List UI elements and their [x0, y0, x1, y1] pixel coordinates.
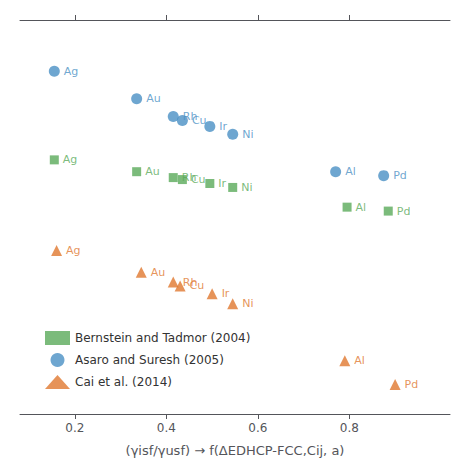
svg-text:Pd: Pd: [397, 205, 411, 218]
svg-text:Al: Al: [345, 165, 356, 178]
svg-text:Ni: Ni: [242, 297, 253, 310]
svg-text:Ir: Ir: [222, 287, 230, 300]
svg-text:0.6: 0.6: [248, 421, 267, 435]
svg-text:Pd: Pd: [393, 169, 407, 182]
svg-text:Pd: Pd: [405, 378, 419, 391]
svg-text:Cu: Cu: [191, 173, 206, 186]
svg-text:Ni: Ni: [241, 181, 252, 194]
svg-text:Cu: Cu: [192, 114, 207, 127]
svg-text:Cu: Cu: [190, 279, 205, 292]
svg-text:Ag: Ag: [66, 244, 81, 257]
svg-text:0.4: 0.4: [157, 421, 176, 435]
svg-text:0.8: 0.8: [340, 421, 359, 435]
svg-text:Bernstein and Tadmor (2004): Bernstein and Tadmor (2004): [75, 331, 250, 345]
svg-text:Asaro and Suresh (2005): Asaro and Suresh (2005): [75, 353, 224, 367]
svg-text:Ir: Ir: [219, 120, 227, 133]
svg-text:Au: Au: [145, 165, 160, 178]
svg-text:Au: Au: [146, 92, 161, 105]
svg-text:Al: Al: [356, 201, 367, 214]
svg-text:Ag: Ag: [64, 65, 79, 78]
svg-text:0.2: 0.2: [65, 421, 84, 435]
svg-text:Au: Au: [151, 266, 166, 279]
svg-text:Ir: Ir: [218, 177, 226, 190]
svg-text:Ag: Ag: [63, 153, 78, 166]
svg-text:Ni: Ni: [242, 128, 253, 141]
svg-text:Rh: Rh: [182, 110, 198, 123]
svg-text:Al: Al: [354, 354, 365, 367]
svg-text:Rh: Rh: [181, 171, 197, 185]
svg-text:(γisf/γusf) → f(ΔEDHCP-FCC,Cij: (γisf/γusf) → f(ΔEDHCP-FCC,Cij, a): [126, 443, 345, 458]
svg-text:Cai et al. (2014): Cai et al. (2014): [75, 375, 172, 389]
